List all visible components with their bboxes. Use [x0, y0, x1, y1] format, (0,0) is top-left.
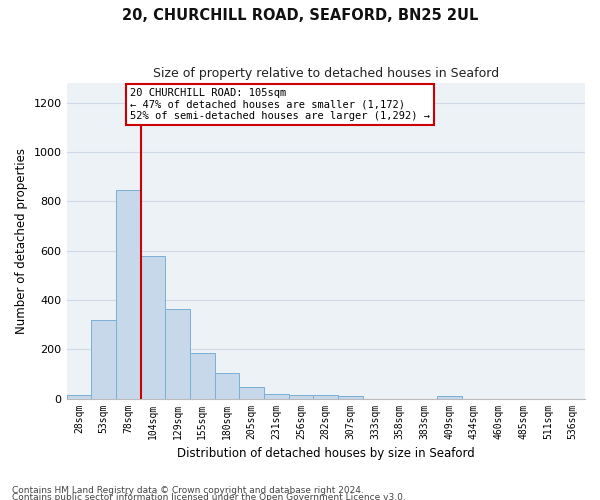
Title: Size of property relative to detached houses in Seaford: Size of property relative to detached ho… — [153, 68, 499, 80]
Bar — [190, 353, 215, 399]
Bar — [239, 388, 264, 398]
Bar — [215, 372, 239, 398]
Text: Contains public sector information licensed under the Open Government Licence v3: Contains public sector information licen… — [12, 494, 406, 500]
Y-axis label: Number of detached properties: Number of detached properties — [15, 148, 28, 334]
Bar — [264, 394, 289, 398]
Bar — [338, 396, 363, 398]
Bar — [165, 308, 190, 398]
Text: 20 CHURCHILL ROAD: 105sqm
← 47% of detached houses are smaller (1,172)
52% of se: 20 CHURCHILL ROAD: 105sqm ← 47% of detac… — [130, 88, 430, 121]
Text: 20, CHURCHILL ROAD, SEAFORD, BN25 2UL: 20, CHURCHILL ROAD, SEAFORD, BN25 2UL — [122, 8, 478, 22]
Bar — [91, 320, 116, 398]
Bar — [437, 396, 461, 398]
Bar — [67, 395, 91, 398]
Bar — [313, 395, 338, 398]
X-axis label: Distribution of detached houses by size in Seaford: Distribution of detached houses by size … — [177, 447, 475, 460]
Bar — [140, 256, 165, 398]
Bar — [289, 395, 313, 398]
Bar — [116, 190, 140, 398]
Text: Contains HM Land Registry data © Crown copyright and database right 2024.: Contains HM Land Registry data © Crown c… — [12, 486, 364, 495]
